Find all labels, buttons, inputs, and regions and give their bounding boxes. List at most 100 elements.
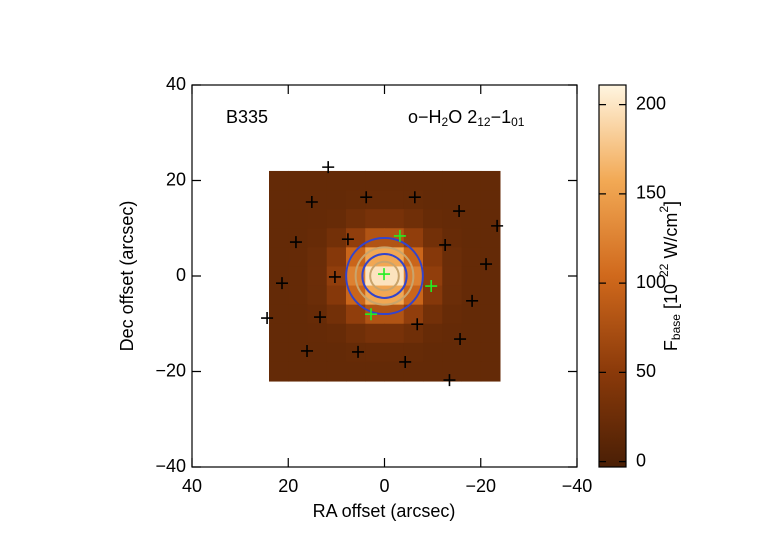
heat-cell bbox=[346, 247, 366, 267]
heat-cell bbox=[442, 342, 462, 363]
cross-marker bbox=[425, 280, 438, 293]
heat-cell bbox=[365, 361, 385, 382]
heat-cell bbox=[403, 323, 424, 344]
heat-cell bbox=[307, 170, 328, 191]
heat-cell bbox=[423, 304, 443, 325]
heat-cell bbox=[423, 323, 443, 344]
heat-cell bbox=[480, 209, 501, 229]
colorbar-tick-label: 200 bbox=[636, 93, 666, 113]
heat-cell bbox=[346, 190, 366, 210]
heat-cell bbox=[423, 209, 443, 229]
heat-cell bbox=[461, 247, 482, 267]
heat-cell bbox=[442, 323, 462, 344]
cross-marker bbox=[352, 345, 365, 358]
heat-cell bbox=[384, 209, 405, 229]
heat-cell bbox=[288, 209, 308, 229]
heat-cell bbox=[423, 190, 443, 210]
heat-cell bbox=[461, 209, 482, 229]
heat-cell bbox=[384, 170, 405, 191]
cross-marker bbox=[314, 311, 327, 324]
cross-marker bbox=[275, 277, 288, 290]
heat-cell bbox=[442, 247, 462, 267]
label-part: o−H bbox=[408, 107, 442, 127]
cross-marker bbox=[443, 374, 456, 387]
x-tick-label: −40 bbox=[562, 476, 593, 496]
heat-cell bbox=[461, 323, 482, 344]
heat-cell bbox=[480, 323, 501, 344]
x-axis-label: RA offset (arcsec) bbox=[313, 501, 456, 521]
heat-cell bbox=[307, 266, 328, 287]
colorbar-tick-label: 150 bbox=[636, 183, 666, 203]
heat-cell bbox=[384, 304, 405, 325]
label-part: −1 bbox=[491, 107, 512, 127]
x-tick-label: 20 bbox=[278, 476, 298, 496]
line-label: o−H2O 212−101 bbox=[408, 107, 525, 129]
heat-cell bbox=[403, 170, 424, 191]
cross-marker bbox=[365, 308, 378, 321]
heat-cell bbox=[461, 361, 482, 382]
heat-cell bbox=[423, 285, 443, 306]
heat-cell bbox=[288, 361, 308, 382]
heat-cell bbox=[461, 266, 482, 287]
cbar-part: [10 bbox=[661, 284, 681, 314]
heat-cell bbox=[423, 266, 443, 287]
heat-cell bbox=[442, 361, 462, 382]
contour bbox=[369, 260, 400, 292]
colorbar-label: Fbase [10−22 W/cm2] bbox=[657, 201, 683, 351]
cbar-sub: base bbox=[669, 314, 683, 340]
heat-cell bbox=[384, 342, 405, 363]
heat-cell bbox=[480, 228, 501, 248]
heat-cell bbox=[269, 228, 289, 248]
heat-cell bbox=[346, 304, 366, 325]
cross-marker bbox=[305, 195, 318, 208]
heat-cell bbox=[480, 342, 501, 363]
heat-cell bbox=[288, 170, 308, 191]
label-sub: 2 bbox=[442, 115, 449, 129]
label-sub: 01 bbox=[511, 115, 525, 129]
heat-cell bbox=[346, 228, 366, 248]
overlay bbox=[261, 161, 504, 387]
heat-cell bbox=[461, 190, 482, 210]
y-tick-label: −20 bbox=[155, 360, 186, 380]
heat-cell bbox=[442, 190, 462, 210]
heat-cell bbox=[326, 304, 347, 325]
heat-cell bbox=[365, 323, 385, 344]
heat-cell bbox=[403, 228, 424, 248]
cross-marker bbox=[480, 258, 493, 271]
heat-cell bbox=[384, 190, 405, 210]
heat-cell bbox=[346, 285, 366, 306]
heat-cell bbox=[480, 285, 501, 306]
heat-cell bbox=[269, 323, 289, 344]
heat-cell bbox=[480, 304, 501, 325]
heat-cell bbox=[365, 342, 385, 363]
heat-cell bbox=[423, 170, 443, 191]
heat-cell bbox=[307, 247, 328, 267]
cbar-part: F bbox=[661, 340, 681, 351]
heat-cell bbox=[326, 247, 347, 267]
heat-cell bbox=[288, 285, 308, 306]
heat-cell bbox=[269, 361, 289, 382]
heat-cell bbox=[269, 209, 289, 229]
contour bbox=[345, 236, 424, 316]
heat-cell bbox=[269, 304, 289, 325]
heat-cell bbox=[326, 342, 347, 363]
cross-marker bbox=[261, 312, 274, 325]
cross-marker bbox=[393, 229, 406, 242]
cross-marker bbox=[453, 205, 466, 218]
heat-cell bbox=[461, 170, 482, 191]
cross-marker bbox=[411, 318, 424, 331]
cbar-sup: 2 bbox=[657, 206, 671, 213]
heat-cell bbox=[403, 209, 424, 229]
cross-marker bbox=[454, 333, 467, 346]
heat-cell bbox=[288, 190, 308, 210]
heat-cell bbox=[307, 361, 328, 382]
cross-marker bbox=[378, 268, 391, 281]
heat-cell bbox=[365, 170, 385, 191]
heat-cell bbox=[346, 323, 366, 344]
heat-cell bbox=[326, 170, 347, 191]
y-tick-label: 40 bbox=[166, 74, 186, 94]
contour bbox=[361, 253, 408, 299]
heat-cell bbox=[288, 323, 308, 344]
heat-cell bbox=[269, 190, 289, 210]
